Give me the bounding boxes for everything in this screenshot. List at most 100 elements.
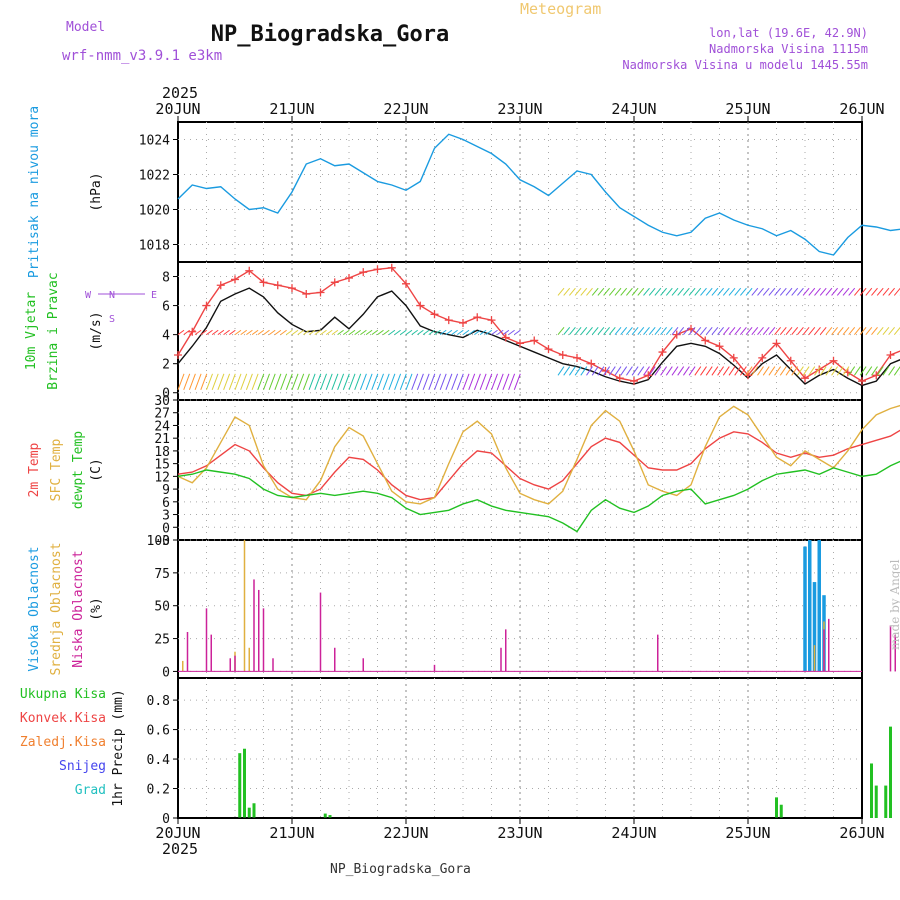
year-label-bottom: 2025 xyxy=(162,840,198,858)
wind-direction-barb xyxy=(740,327,747,335)
wind-direction-barb xyxy=(836,287,844,296)
y-tick-label-temperature: 21 xyxy=(154,432,170,447)
wind-direction-barb xyxy=(586,366,593,376)
y-tick-label-temperature: 30 xyxy=(154,394,170,409)
wind-direction-barb xyxy=(865,366,873,376)
direction-key-e: E xyxy=(151,290,157,301)
wind-direction-barb xyxy=(654,366,662,376)
wind-direction-barb xyxy=(654,327,662,335)
wind-direction-barb xyxy=(416,373,424,391)
gust-marker xyxy=(772,339,781,348)
wind-direction-barb xyxy=(291,329,299,336)
bar-visoka-oblacnost xyxy=(817,540,821,672)
wind-direction-barb xyxy=(502,373,510,391)
wind-direction-barb xyxy=(682,366,690,376)
wind-direction-barb xyxy=(502,329,510,336)
wind-direction-barb xyxy=(722,287,730,296)
wind-direction-barb xyxy=(591,287,599,296)
gust-marker xyxy=(330,278,339,287)
unit-label-wind: (m/s) xyxy=(89,311,104,350)
gust-marker xyxy=(473,313,482,322)
gust-marker xyxy=(587,359,596,368)
wind-direction-barb xyxy=(557,327,565,335)
wind-direction-barb xyxy=(694,287,702,296)
wind-direction-barb xyxy=(591,327,599,335)
wind-direction-barb xyxy=(206,373,213,391)
wind-direction-barb xyxy=(382,373,390,391)
wind-direction-barb xyxy=(428,329,436,336)
legend-label-cloud: Srednja Oblacnost xyxy=(49,542,64,675)
wind-direction-barb xyxy=(229,329,236,336)
gust-marker xyxy=(715,342,724,351)
wind-direction-barb xyxy=(251,373,259,391)
wind-direction-barb xyxy=(814,287,821,296)
y-tick-label-temperature: 18 xyxy=(154,445,170,460)
gust-marker xyxy=(672,330,681,339)
wind-direction-barb xyxy=(876,366,884,376)
wind-direction-barb xyxy=(722,327,730,335)
watermark-text: made by Angel xyxy=(888,559,900,650)
direction-key-n: N xyxy=(109,290,115,301)
unit-label-pressure: (hPa) xyxy=(89,172,104,211)
wind-direction-barb xyxy=(286,329,293,336)
wind-direction-barb xyxy=(491,329,498,336)
y-tick-label-temperature: 24 xyxy=(154,419,170,434)
y-tick-label-wind: 6 xyxy=(162,300,170,315)
wind-direction-barb xyxy=(411,373,419,391)
wind-direction-barb xyxy=(888,327,895,335)
wind-direction-barb xyxy=(597,366,605,376)
wind-direction-barb xyxy=(382,329,390,336)
wind-direction-barb xyxy=(348,329,356,336)
wind-direction-barb xyxy=(268,373,276,391)
wind-direction-barb xyxy=(608,287,616,296)
wind-direction-barb xyxy=(791,366,799,376)
wind-direction-barb xyxy=(268,329,276,336)
wind-direction-barb xyxy=(434,373,441,391)
wind-direction-barb xyxy=(626,327,633,335)
wind-direction-barb xyxy=(671,287,679,296)
y-tick-label-temperature: 15 xyxy=(154,458,170,473)
wind-direction-barb xyxy=(591,366,599,376)
wind-direction-barb xyxy=(831,366,839,376)
wind-direction-barb xyxy=(643,366,650,376)
wind-direction-barb xyxy=(183,373,191,391)
wind-direction-barb xyxy=(348,373,356,391)
legend-label-precip: Zaledj.Kisa xyxy=(20,735,106,750)
wind-direction-barb xyxy=(365,329,373,336)
gust-marker xyxy=(858,377,866,386)
wind-direction-barb xyxy=(745,287,753,296)
wind-direction-barb xyxy=(574,287,582,296)
wind-direction-barb xyxy=(508,373,516,391)
y-tick-label-temperature: 27 xyxy=(154,407,170,422)
wind-direction-barb xyxy=(802,366,810,376)
wind-direction-barb xyxy=(422,373,430,391)
wind-direction-barb xyxy=(888,366,896,376)
wind-direction-barb xyxy=(206,329,213,336)
wind-direction-barb xyxy=(677,327,685,335)
wind-direction-barb xyxy=(677,366,685,376)
gust-marker xyxy=(202,301,211,310)
bar-niska-oblacnost xyxy=(823,629,825,672)
gust-marker xyxy=(658,348,667,357)
wind-direction-barb xyxy=(574,327,582,335)
wind-direction-barb xyxy=(228,373,236,391)
gust-marker xyxy=(815,365,824,374)
wind-direction-barb xyxy=(739,366,747,376)
wind-direction-barb xyxy=(291,373,299,391)
wind-direction-barb xyxy=(626,287,633,296)
bar-niska-oblacnost xyxy=(262,608,265,672)
altitude-text: Nadmorska Visina 1115m xyxy=(709,42,868,56)
legend-label-precip: Ukupna Kisa xyxy=(20,687,106,702)
bar-niska-oblacnost xyxy=(505,629,507,672)
bar-srednja-oblacnost xyxy=(182,660,184,672)
legend-label-wind: 10m Vjetar xyxy=(24,292,39,370)
wind-direction-barb xyxy=(808,327,816,335)
wind-direction-barb xyxy=(711,366,719,376)
wind-direction-barb xyxy=(194,329,202,336)
gust-marker xyxy=(373,265,382,274)
unit-label-precip: 1hr Precip (mm) xyxy=(111,689,126,806)
wind-direction-barb xyxy=(217,373,225,391)
wind-direction-barb xyxy=(757,287,764,296)
wind-direction-barb xyxy=(671,327,679,335)
wind-direction-barb xyxy=(677,287,685,296)
